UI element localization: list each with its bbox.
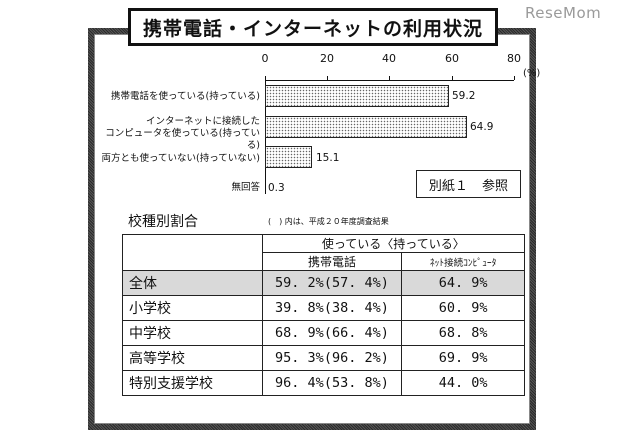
table-row: 中学校 68. 9%(66. 4%) 68. 8%	[122, 320, 525, 346]
reference-box: 別紙１ 参照	[416, 170, 521, 198]
bar-mobile	[265, 85, 449, 107]
category-label-internet-pc: インターネットに接続した コンピュータを使っている(持っている)	[105, 116, 260, 151]
category-label-mobile: 携帯電話を使っている(持っている)	[111, 91, 260, 102]
cell-mobile: 68. 9%(66. 4%)	[261, 320, 403, 346]
cell-net-pc: 69. 9%	[401, 345, 525, 371]
axis-tick	[452, 76, 453, 80]
category-label-no-answer: 無回答	[231, 182, 260, 193]
axis-tick	[389, 76, 390, 80]
bar-internet-pc	[265, 116, 467, 138]
tick-label-0: 0	[261, 52, 269, 65]
category-label-neither: 両方とも使っていない(持っていない)	[101, 153, 260, 164]
row-name: 全体	[122, 270, 263, 296]
tick-label-20: 20	[320, 52, 334, 65]
tick-label-80: 80	[507, 52, 521, 65]
cell-mobile: 39. 8%(38. 4%)	[261, 295, 403, 321]
header-blank-cell	[122, 234, 263, 271]
table-note: ( ) 内は、平成２０年度調査結果	[268, 217, 389, 226]
axis-tick	[265, 76, 266, 80]
page-title: 携帯電話・インターネットの利用状況	[128, 8, 498, 46]
cell-mobile: 95. 3%(96. 2%)	[261, 345, 403, 371]
tick-label-40: 40	[382, 52, 396, 65]
bar-neither	[265, 146, 312, 168]
cell-mobile: 96. 4%(53. 8%)	[261, 370, 403, 396]
table-row: 高等学校 95. 3%(96. 2%) 69. 9%	[122, 345, 525, 371]
cell-net-pc: 68. 8%	[401, 320, 525, 346]
title-text: 携帯電話・インターネットの利用状況	[142, 17, 483, 40]
row-name: 中学校	[122, 320, 263, 346]
table-subheader-row: 携帯電話 ﾈｯﾄ接続ｺﾝﾋﾟｭｰﾀ	[123, 252, 525, 271]
x-axis	[265, 80, 514, 81]
table-row: 特別支援学校 96. 4%(53. 8%) 44. 0%	[122, 370, 525, 396]
bar-value-internet-pc: 64.9	[470, 121, 494, 133]
watermark-logo: ReseMom	[525, 4, 602, 22]
axis-tick	[327, 76, 328, 80]
table-row: 全体 59. 2%(57. 4%) 64. 9%	[122, 270, 525, 296]
school-type-table: 使っている〈持っている〉 携帯電話 ﾈｯﾄ接続ｺﾝﾋﾟｭｰﾀ 全体 59. 2%…	[122, 234, 526, 396]
cell-net-pc: 64. 9%	[401, 270, 525, 296]
axis-tick	[514, 76, 515, 80]
unit-label: (%)	[523, 68, 541, 79]
row-name: 特別支援学校	[122, 370, 263, 396]
table-heading: 校種別割合	[128, 214, 198, 230]
cell-net-pc: 44. 0%	[401, 370, 525, 396]
cell-net-pc: 60. 9%	[401, 295, 525, 321]
col-header-net-pc: ﾈｯﾄ接続ｺﾝﾋﾟｭｰﾀ	[401, 252, 525, 271]
table-row: 小学校 39. 8%(38. 4%) 60. 9%	[122, 295, 525, 321]
table-header-row: 使っている〈持っている〉	[122, 234, 526, 271]
bar-value-mobile: 59.2	[452, 90, 476, 102]
col-header-mobile: 携帯電話	[261, 252, 403, 271]
row-name: 小学校	[122, 295, 263, 321]
bar-value-no-answer: 0.3	[268, 182, 285, 194]
row-name: 高等学校	[122, 345, 263, 371]
tick-label-60: 60	[445, 52, 459, 65]
bar-value-neither: 15.1	[316, 152, 340, 164]
cell-mobile: 59. 2%(57. 4%)	[261, 270, 403, 296]
group-header: 使っている〈持っている〉	[261, 234, 526, 253]
